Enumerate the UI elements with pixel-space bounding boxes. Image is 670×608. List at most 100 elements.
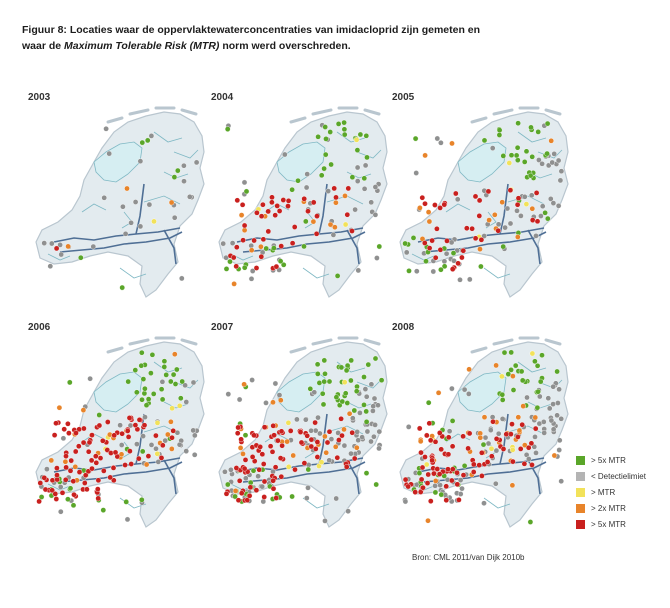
map-panel-1: 2004 [207,92,407,302]
measurement-dot-grey [317,430,323,437]
measurement-dot-green [170,371,177,378]
measurement-dot-red [244,497,251,503]
measurement-dot-green [322,371,328,377]
measurement-dot-green [412,135,419,142]
measurement-dot-red [234,197,241,204]
measurement-dot-red [279,442,285,449]
map-panel-0: 2003 [24,92,224,302]
measurement-dot-red [472,235,479,242]
measurement-dot-grey [495,221,502,228]
measurement-dot-red [97,455,104,461]
measurement-dot-orange [171,351,178,358]
measurement-dot-red [437,205,443,211]
measurement-dot-red [437,246,444,253]
measurement-dot-red [136,417,143,423]
measurement-dot-grey [326,457,332,464]
measurement-dot-red [432,254,439,261]
measurement-dot-grey [276,392,283,398]
measurement-dot-grey [120,203,126,210]
measurement-dot-orange [342,193,348,199]
measurement-dot-yellow [176,403,183,409]
measurement-dot-green [373,481,379,488]
measurement-dot-grey [434,135,441,142]
measurement-dot-grey [359,434,365,440]
stream-line [483,497,511,509]
measurement-dot-grey [507,220,514,227]
measurement-dot-grey [191,451,198,458]
measurement-dot-red [93,459,100,466]
measurement-dot-green [376,243,383,250]
measurement-dot-red [453,190,459,197]
measurement-dot-green [478,263,484,270]
measurement-dot-red [308,436,315,443]
measurement-dot-red [424,432,430,439]
measurement-dot-green [406,268,412,274]
measurement-dot-grey [222,468,228,475]
wadden-islands [106,336,198,354]
river-line [135,413,145,465]
measurement-dot-red [528,440,535,447]
measurement-dot-green [410,235,417,241]
measurement-dot-red [270,423,276,429]
measurement-dot-grey [368,381,375,388]
map-panel-2: 2005 [388,92,588,302]
measurement-dot-red [532,425,539,432]
measurement-dot-red [445,451,452,458]
measurement-dot-orange [466,366,472,373]
measurement-dot-red [444,238,450,244]
measurement-dot-green [123,499,129,505]
measurement-dot-green [315,371,321,377]
measurement-dot-grey [555,400,561,406]
measurement-dot-green [529,154,535,160]
measurement-dot-grey [493,480,499,487]
measurement-dot-red [239,202,246,208]
measurement-dot-grey [555,203,562,209]
measurement-dot-orange [510,373,516,379]
measurement-dot-red [308,443,315,450]
measurement-dot-green [318,172,325,179]
measurement-dot-green [321,165,327,172]
measurement-dot-red [298,439,305,446]
measurement-dot-red [479,473,485,479]
ijsselmeer [457,371,507,413]
measurement-dot-grey [354,164,361,171]
measurement-dot-green [363,470,370,476]
measurement-dot-grey [489,145,496,151]
measurement-dot-red [443,483,450,490]
measurement-dot-orange [515,414,522,420]
measurement-dot-green [339,398,346,405]
measurement-dot-red [478,236,485,243]
measurement-dot-grey [489,414,496,420]
stream-line [173,149,199,159]
river-line [499,413,509,465]
river-line [346,229,360,265]
measurement-dot-grey [181,178,187,184]
measurement-dot-red [267,443,274,449]
measurement-dot-grey [58,508,64,515]
measurement-dot-grey [549,159,555,166]
measurement-dot-green [499,391,506,398]
measurement-dot-red [107,474,113,481]
measurement-dot-yellow [285,420,292,426]
measurement-dot-red [108,450,114,456]
measurement-dot-green [263,245,270,252]
measurement-dot-green [535,388,541,395]
measurement-dot-grey [106,150,112,157]
measurement-dot-orange [168,446,175,452]
measurement-dot-grey [554,412,560,419]
stream-line [143,195,181,205]
measurement-dot-green [519,377,526,384]
measurement-dot-orange [417,205,423,211]
measurement-dot-red [272,212,278,218]
measurement-dot-red [51,432,58,438]
measurement-dot-red [324,439,331,446]
measurement-dot-green [544,120,551,127]
measurement-dot-green [139,139,146,146]
measurement-dot-green [141,390,148,397]
measurement-dot-red [465,445,471,452]
measurement-dot-red [471,461,477,468]
measurement-dot-grey [376,445,382,452]
measurement-dot-green [512,362,519,369]
measurement-dot-red [136,455,142,462]
measurement-dot-red [223,490,230,497]
